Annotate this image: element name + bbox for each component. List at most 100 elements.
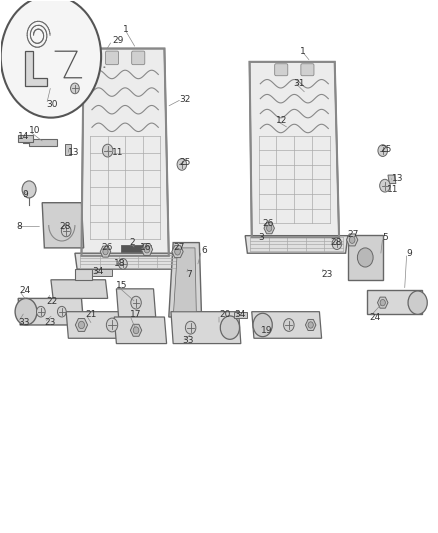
Polygon shape bbox=[75, 269, 92, 280]
Text: 28: 28 bbox=[60, 222, 71, 231]
Polygon shape bbox=[92, 269, 112, 276]
Polygon shape bbox=[65, 144, 71, 155]
Circle shape bbox=[332, 238, 342, 249]
Polygon shape bbox=[367, 290, 422, 314]
Circle shape bbox=[253, 313, 272, 337]
Text: 1: 1 bbox=[300, 47, 306, 55]
Text: 14: 14 bbox=[18, 132, 29, 141]
Circle shape bbox=[106, 318, 118, 332]
Circle shape bbox=[119, 259, 127, 269]
Text: 23: 23 bbox=[44, 318, 56, 327]
Circle shape bbox=[78, 321, 85, 329]
Circle shape bbox=[308, 322, 313, 328]
Text: 26: 26 bbox=[263, 220, 274, 229]
Text: 12: 12 bbox=[276, 116, 287, 125]
Polygon shape bbox=[66, 312, 134, 338]
Text: 26: 26 bbox=[101, 244, 113, 253]
Polygon shape bbox=[264, 223, 275, 234]
Polygon shape bbox=[29, 139, 57, 147]
Text: 9: 9 bbox=[22, 190, 28, 199]
Text: 5: 5 bbox=[383, 233, 389, 242]
Text: 17: 17 bbox=[130, 310, 141, 319]
Text: 6: 6 bbox=[201, 246, 207, 255]
Text: 25: 25 bbox=[180, 158, 191, 167]
Circle shape bbox=[102, 144, 113, 157]
Text: 2: 2 bbox=[130, 238, 135, 247]
Circle shape bbox=[284, 319, 294, 332]
Text: 31: 31 bbox=[293, 78, 305, 87]
Text: 9: 9 bbox=[407, 249, 413, 258]
Circle shape bbox=[22, 181, 36, 198]
Text: 27: 27 bbox=[348, 230, 359, 239]
Text: 11: 11 bbox=[387, 185, 399, 194]
Circle shape bbox=[144, 246, 150, 253]
Text: 16: 16 bbox=[141, 244, 152, 253]
Circle shape bbox=[61, 225, 71, 237]
Text: 19: 19 bbox=[261, 326, 272, 335]
Polygon shape bbox=[100, 246, 111, 257]
Text: 32: 32 bbox=[180, 94, 191, 103]
Text: 24: 24 bbox=[19, 286, 30, 295]
Circle shape bbox=[350, 237, 355, 244]
Polygon shape bbox=[388, 175, 396, 183]
Circle shape bbox=[378, 145, 388, 157]
Text: 27: 27 bbox=[173, 244, 184, 253]
Polygon shape bbox=[18, 298, 84, 325]
Text: 29: 29 bbox=[112, 36, 124, 45]
FancyBboxPatch shape bbox=[132, 51, 145, 64]
Text: 30: 30 bbox=[46, 100, 58, 109]
Text: 11: 11 bbox=[112, 148, 124, 157]
Polygon shape bbox=[173, 248, 196, 312]
Polygon shape bbox=[25, 51, 46, 86]
Polygon shape bbox=[234, 312, 247, 318]
Circle shape bbox=[36, 306, 45, 317]
Polygon shape bbox=[81, 49, 169, 256]
Text: 10: 10 bbox=[29, 126, 41, 135]
Circle shape bbox=[131, 296, 141, 309]
Text: 34: 34 bbox=[92, 268, 104, 276]
Text: 33: 33 bbox=[182, 336, 194, 345]
Polygon shape bbox=[348, 235, 383, 280]
Text: 8: 8 bbox=[16, 222, 22, 231]
Polygon shape bbox=[75, 319, 88, 332]
Text: 34: 34 bbox=[234, 310, 246, 319]
Polygon shape bbox=[121, 245, 151, 252]
Polygon shape bbox=[250, 62, 339, 237]
FancyBboxPatch shape bbox=[301, 64, 314, 76]
Polygon shape bbox=[117, 289, 155, 317]
Polygon shape bbox=[141, 244, 152, 255]
Polygon shape bbox=[75, 253, 182, 269]
Circle shape bbox=[133, 327, 139, 334]
Circle shape bbox=[220, 316, 240, 340]
Polygon shape bbox=[305, 319, 316, 330]
Polygon shape bbox=[252, 312, 321, 338]
Circle shape bbox=[71, 83, 79, 94]
Circle shape bbox=[57, 306, 66, 317]
Text: 28: 28 bbox=[330, 238, 342, 247]
Polygon shape bbox=[42, 203, 84, 248]
Polygon shape bbox=[172, 246, 183, 257]
Circle shape bbox=[103, 248, 108, 255]
Circle shape bbox=[175, 248, 180, 255]
Text: 22: 22 bbox=[46, 296, 58, 305]
FancyBboxPatch shape bbox=[106, 51, 119, 64]
Circle shape bbox=[380, 300, 385, 306]
Text: 15: 15 bbox=[117, 280, 128, 289]
Polygon shape bbox=[131, 324, 142, 336]
Text: 13: 13 bbox=[68, 148, 80, 157]
Polygon shape bbox=[245, 236, 348, 253]
Polygon shape bbox=[169, 243, 201, 317]
Circle shape bbox=[15, 298, 37, 325]
Text: 25: 25 bbox=[381, 145, 392, 154]
Polygon shape bbox=[346, 234, 358, 246]
Circle shape bbox=[185, 321, 196, 334]
Text: 1: 1 bbox=[123, 26, 129, 35]
Circle shape bbox=[357, 248, 373, 267]
Polygon shape bbox=[51, 280, 108, 298]
Text: 13: 13 bbox=[392, 174, 403, 183]
Text: 3: 3 bbox=[258, 233, 264, 242]
Text: 33: 33 bbox=[18, 318, 30, 327]
Polygon shape bbox=[18, 135, 33, 142]
FancyBboxPatch shape bbox=[275, 64, 288, 76]
Circle shape bbox=[1, 0, 101, 118]
